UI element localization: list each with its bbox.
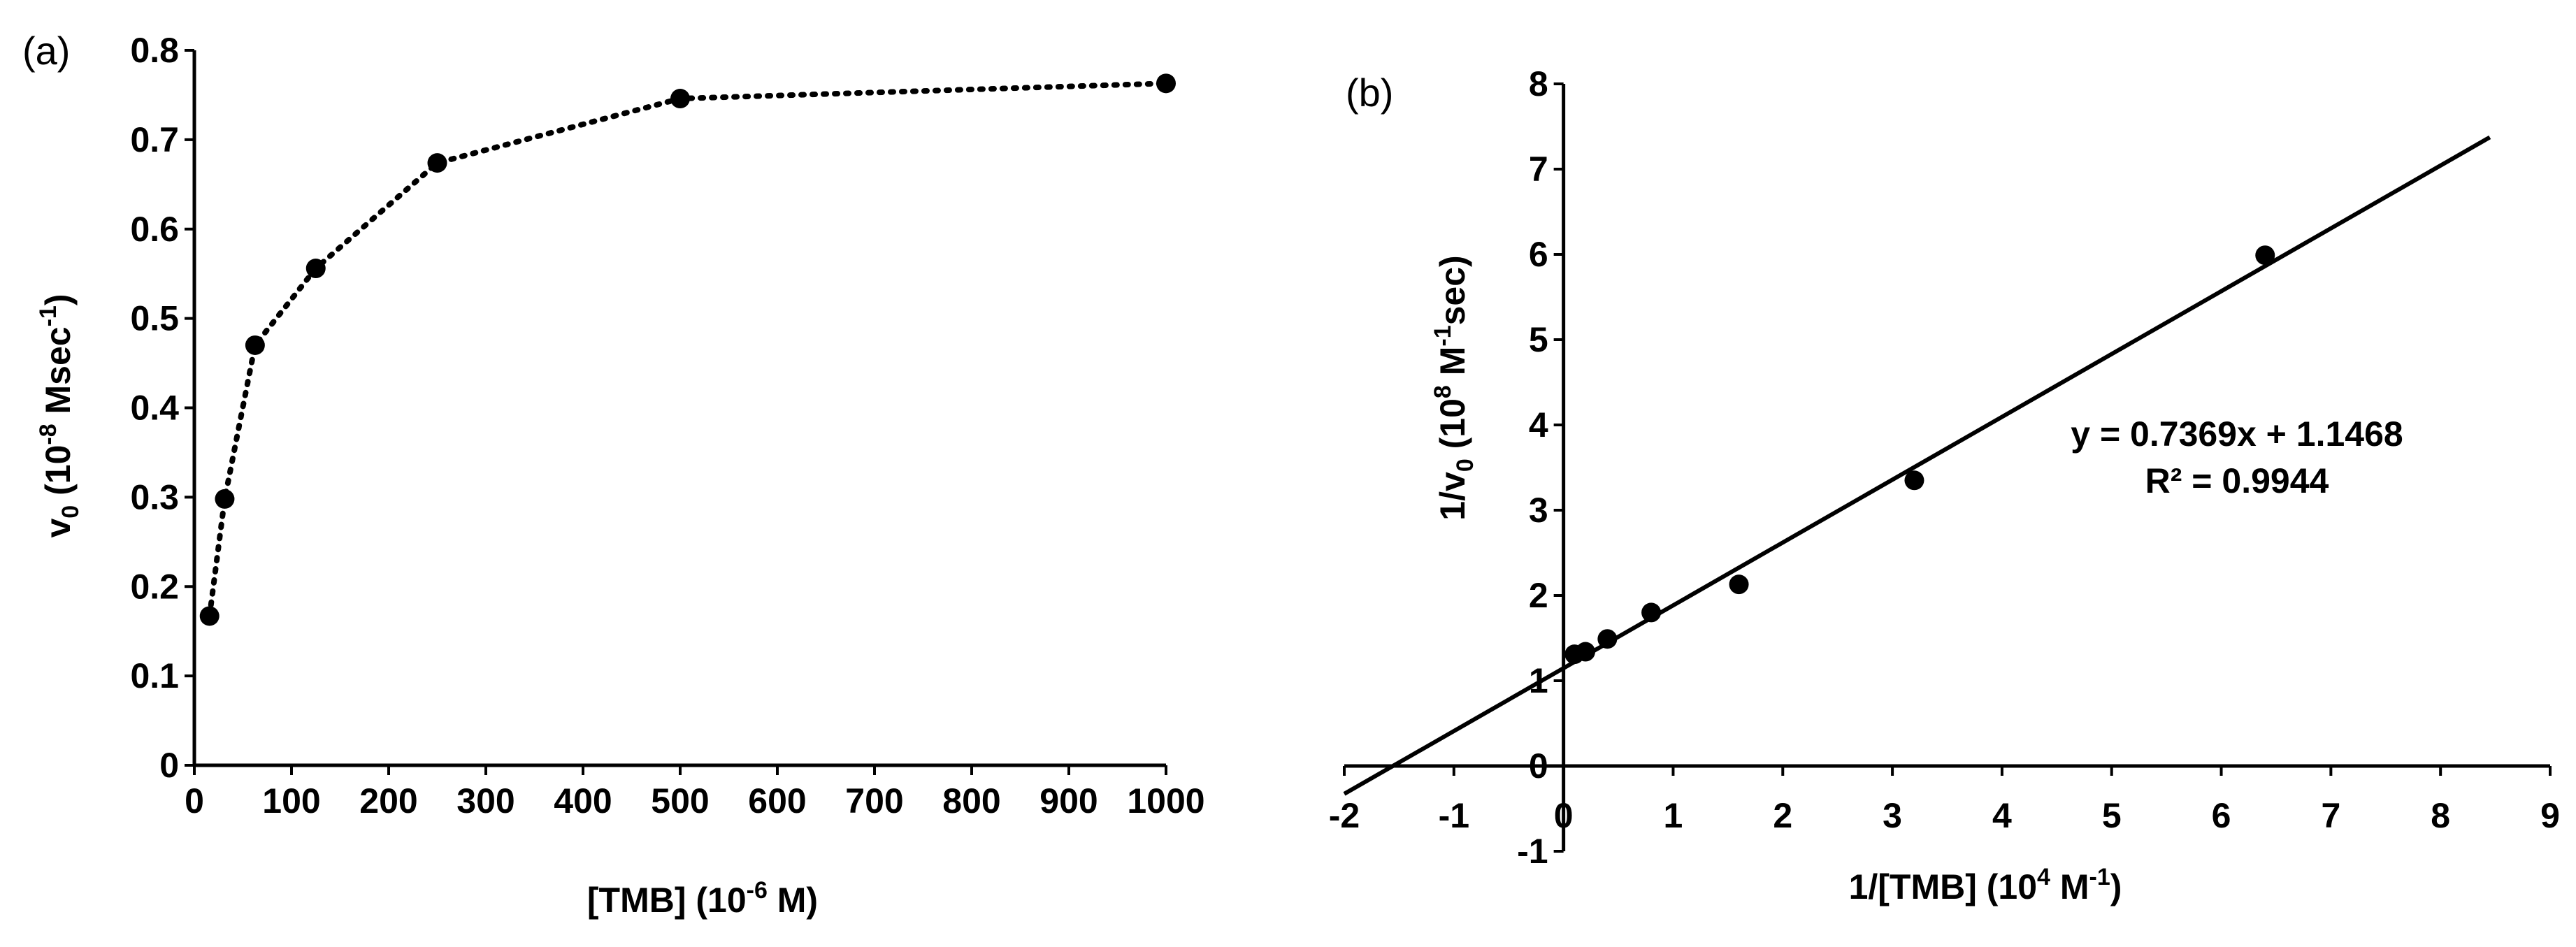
panel-b-x-tick-label: 2	[1773, 796, 1792, 835]
panel-b-y-tick-label: 3	[1529, 491, 1548, 530]
panel-b-data-point	[1597, 629, 1618, 649]
panel-b-y-tick-label: 7	[1529, 150, 1548, 189]
panel-a-data-point	[215, 489, 235, 509]
panel-b-x-tick-label: 6	[2212, 796, 2231, 835]
panel-b-x-tick-label: -2	[1329, 796, 1360, 835]
panel-a-x-tick-label: 0	[185, 781, 204, 821]
panel-a-data-point	[305, 259, 326, 279]
panel-b-x-tick-label: -1	[1439, 796, 1469, 835]
panel-a-x-tick-label: 700	[845, 781, 903, 821]
panel-b-data-points	[1564, 245, 2275, 665]
panel-a-label: (a)	[22, 29, 70, 73]
panel-a-y-tick-label: 0.4	[130, 389, 179, 428]
panel-a-x-tick-label: 1000	[1127, 781, 1204, 821]
panel-a-x-axis-ticks: 0 100 200 300 400 500 600 700 800 900 1000	[185, 765, 1205, 821]
panel-a-x-tick-label: 800	[942, 781, 1000, 821]
panel-a-data-point	[245, 335, 265, 355]
panel-b-y-tick-label: 4	[1529, 405, 1548, 444]
panel-a-x-tick-label: 200	[359, 781, 417, 821]
panel-b-data-point	[1729, 574, 1749, 595]
panel-a-x-tick-label: 100	[262, 781, 320, 821]
panel-a-x-tick-label: 500	[651, 781, 709, 821]
panel-b-data-point	[1904, 470, 1924, 491]
panel-a-y-axis-ticks: 0 0.1 0.2 0.3 0.4 0.5 0.6 0.7 0.8	[130, 31, 194, 785]
panel-a-y-tick-label: 0.6	[130, 210, 179, 249]
panel-b-x-tick-label: 7	[2321, 796, 2340, 835]
chart-panel-a: (a) 0 0.1 0.2 0.3 0.4 0.5 0.6 0.7 0.8 0 100 200 300…	[22, 29, 1205, 920]
panel-b-y-axis-title: 1/v0 (108 M-1sec)	[1430, 255, 1478, 520]
panel-a-x-tick-label: 300	[456, 781, 515, 821]
panel-b-data-point	[2255, 245, 2275, 266]
panel-b-trendline	[1343, 135, 2491, 796]
panel-a-y-tick-label: 0	[159, 746, 179, 785]
panel-a-y-tick-label: 0.1	[130, 656, 179, 695]
panel-a-y-tick-label: 0.8	[130, 31, 179, 70]
panel-b-x-axis-ticks: -2 -1 0 1 2 3 4 5 6 7 8 9	[1329, 766, 2560, 835]
panel-b-label: (b)	[1346, 71, 1393, 115]
panel-a-y-tick-label: 0.2	[130, 567, 179, 606]
panel-a-series-line	[206, 80, 1169, 619]
panel-b-y-tick-label: 6	[1529, 235, 1548, 274]
panel-b-data-point	[1576, 642, 1595, 662]
panel-a-data-point	[670, 89, 690, 109]
panel-b-y-tick-label: 2	[1529, 576, 1548, 615]
panel-a-x-axis-title: [TMB] (10-6 M)	[587, 877, 818, 920]
panel-b-x-tick-label: 8	[2431, 796, 2450, 835]
panel-b-data-point	[1641, 602, 1662, 623]
panel-b-x-tick-label: 4	[1992, 796, 2012, 835]
panel-a-x-tick-label: 400	[554, 781, 612, 821]
panel-b-x-tick-label: 1	[1664, 796, 1683, 835]
panel-a-y-axis-title: v0 (10-8 Msec-1)	[35, 294, 84, 538]
panel-b-x-tick-label: 9	[2540, 796, 2560, 835]
panel-a-data-point	[199, 606, 220, 626]
panel-b-y-tick-label: 5	[1529, 320, 1548, 359]
panel-a-data-points	[199, 73, 1176, 626]
panel-a-x-tick-label: 900	[1039, 781, 1098, 821]
panel-b-y-tick-label: 8	[1529, 64, 1548, 103]
panel-a-x-tick-label: 600	[748, 781, 806, 821]
panel-a-y-tick-label: 0.3	[130, 477, 179, 516]
panel-a-y-tick-label: 0.7	[130, 120, 179, 159]
panel-b-r-squared: R² = 0.9944	[2145, 461, 2329, 500]
panel-b-y-tick-label: -1	[1517, 832, 1548, 871]
panel-a-y-tick-label: 0.5	[130, 299, 179, 338]
panel-b-x-axis-title: 1/[TMB] (104 M-1)	[1849, 864, 2122, 906]
panel-a-data-point	[427, 153, 447, 173]
panel-b-equation: y = 0.7369x + 1.1468	[2071, 414, 2403, 454]
panel-b-x-tick-label: 5	[2102, 796, 2122, 835]
panel-b-x-tick-label: 3	[1883, 796, 1902, 835]
panel-a-data-point	[1156, 73, 1176, 94]
